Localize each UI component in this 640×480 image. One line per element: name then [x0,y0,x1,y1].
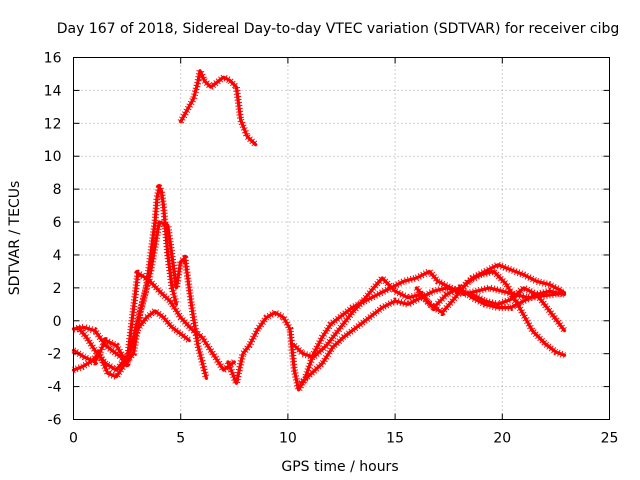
y-tick-label: -2 [48,347,62,363]
series-arc-6-markers [224,267,566,394]
chart-title: Day 167 of 2018, Sidereal Day-to-day VTE… [57,21,620,37]
x-tick-label: 5 [176,431,185,447]
y-tick-label: 10 [44,149,62,165]
series-arc-3-markers [71,218,210,380]
series-arc-5-markers [177,67,259,148]
grid [73,57,610,420]
x-tick-label: 20 [493,431,511,447]
series-arc-2-line [71,185,178,379]
series-arc-3-line [71,220,208,380]
x-axis-label: GPS time / hours [281,459,398,475]
series-arc-4-markers [75,307,192,374]
y-tick-label: 2 [53,281,62,297]
x-tick-label: 15 [386,431,404,447]
y-tick-label: 0 [53,314,62,330]
y-tick-label: 16 [44,51,62,67]
x-tick-label: 10 [279,431,297,447]
plot-frame [73,57,610,420]
series-arc-2-markers [72,184,180,381]
y-tick-label: 12 [44,116,62,132]
data-series-group [71,67,568,394]
y-axis-label: SDTVAR / TECUs [7,181,23,296]
y-tick-label: 6 [53,215,62,231]
y-axis-ticks: -6 -4 -2 0 2 4 6 8 10 12 14 16 [44,51,610,429]
series-arc-8-line [299,263,564,385]
x-axis-ticks: 0 5 10 15 20 25 [69,57,619,447]
x-tick-label: 25 [601,431,619,447]
series-arc-8-markers [298,261,564,386]
y-tick-label: -6 [48,413,62,429]
series-arc-9-markers [413,267,566,359]
y-tick-label: 4 [53,248,62,264]
y-tick-label: -4 [48,380,62,396]
series-arc-10-markers [470,284,568,333]
series-arc-6-line [226,269,567,392]
y-tick-label: 8 [53,182,62,198]
x-tick-label: 0 [69,431,78,447]
y-tick-label: 14 [44,83,62,99]
series-arc-1-markers [72,269,237,374]
